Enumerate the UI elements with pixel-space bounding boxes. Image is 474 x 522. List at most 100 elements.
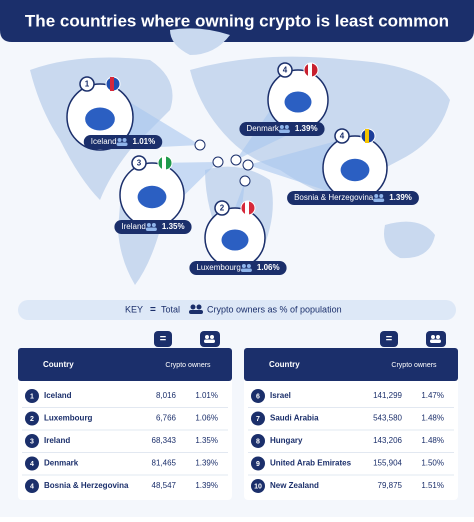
rank: 2	[220, 204, 225, 213]
total: 79,875	[378, 481, 403, 490]
people-icon	[278, 129, 290, 133]
total: 8,016	[156, 391, 177, 400]
people-icon	[373, 198, 385, 202]
equals-icon: =	[150, 305, 156, 316]
flag	[110, 77, 114, 91]
total: 6,766	[156, 414, 177, 423]
rank-badge	[214, 200, 230, 216]
people-icon	[279, 125, 284, 129]
rank: 8	[256, 438, 260, 445]
rank: 2	[30, 416, 34, 423]
percent: 1.48%	[421, 436, 444, 445]
key-owners: Crypto owners as % of population	[207, 304, 342, 314]
icon-owners	[200, 331, 220, 347]
callout-percent: 1.06%	[257, 263, 280, 272]
callout-pill	[239, 122, 325, 136]
column-header: Country	[269, 360, 300, 369]
percent: 1.48%	[421, 414, 444, 423]
people-icon	[430, 339, 441, 343]
country: Saudi Arabia	[270, 414, 319, 423]
country-shape	[137, 185, 167, 209]
percent: 1.50%	[421, 459, 444, 468]
people-icon	[122, 138, 127, 142]
total: 155,904	[373, 459, 402, 468]
column-header: Country	[43, 360, 74, 369]
rank: 9	[256, 461, 260, 468]
people-icon	[204, 339, 215, 343]
flag	[162, 156, 166, 170]
country: Denmark	[44, 459, 79, 468]
map-point	[194, 139, 206, 151]
rank: 6	[256, 393, 260, 400]
rank: 1	[30, 393, 34, 400]
title-bar	[0, 0, 474, 42]
callout-percent: 1.39%	[295, 124, 318, 133]
rank: 3	[30, 438, 34, 445]
country-shape	[340, 158, 370, 182]
callout-country: Ireland	[121, 222, 145, 231]
callout-percent: 1.01%	[133, 137, 156, 146]
title: The countries where owning crypto is lea…	[25, 11, 449, 30]
callout-pill	[287, 191, 419, 205]
people-icon	[374, 194, 379, 198]
rank: 4	[283, 66, 288, 75]
key-total: Total	[161, 304, 180, 314]
callout-percent: 1.39%	[389, 193, 412, 202]
rank-circle	[251, 479, 265, 493]
people-icon	[151, 223, 156, 227]
country: Ireland	[44, 436, 70, 445]
rank: 1	[85, 80, 90, 89]
key-background	[18, 300, 456, 320]
rank-circle	[25, 389, 39, 403]
country-shape	[284, 91, 312, 113]
callout: 4 Denmark 1.39%	[239, 62, 329, 136]
rank-circle	[25, 434, 39, 448]
rank-circle	[251, 389, 265, 403]
callout-percent: 1.35%	[162, 222, 185, 231]
country: Israel	[270, 391, 291, 400]
callout: 3 Ireland 1.35%	[114, 155, 192, 234]
people-icon	[246, 264, 251, 268]
people-icon	[431, 335, 435, 339]
icon-equals: =	[160, 333, 166, 345]
callout-pill	[83, 135, 163, 149]
total: 141,299	[373, 391, 402, 400]
rank: 4	[340, 132, 345, 141]
rank: 4	[30, 461, 34, 468]
flag	[245, 201, 249, 215]
rank-circle	[251, 434, 265, 448]
map-point	[242, 159, 254, 171]
table-header	[18, 348, 232, 381]
rank: 10	[254, 483, 262, 490]
callout-pill	[189, 261, 287, 275]
callout-country: Iceland	[91, 137, 117, 146]
flag	[365, 129, 369, 143]
callout-country: Denmark	[246, 124, 279, 133]
rank-circle	[25, 479, 39, 493]
country-shape	[221, 229, 249, 251]
map-point	[212, 156, 224, 168]
rank: 3	[137, 159, 142, 168]
people-icon	[146, 223, 151, 227]
country: New Zealand	[270, 481, 319, 490]
column-header: Crypto owners	[391, 362, 437, 369]
country: United Arab Emirates	[270, 459, 352, 468]
percent: 1.01%	[195, 391, 218, 400]
people-icon	[205, 335, 209, 339]
column-header: Crypto owners	[165, 362, 211, 369]
total: 143,206	[373, 436, 402, 445]
people-icon	[116, 142, 128, 146]
key-bar: KEY = Total Crypto owners as % of popula…	[18, 300, 456, 320]
callout: 4 Bosnia & Herzegovina 1.39%	[287, 128, 419, 205]
icon-owners	[426, 331, 446, 347]
map-point	[239, 175, 251, 187]
percent: 1.39%	[195, 459, 218, 468]
country-shape	[85, 107, 115, 131]
country: Hungary	[270, 436, 303, 445]
icon-total	[154, 331, 172, 347]
callout: 1 Iceland 1.01%	[66, 76, 163, 151]
rank-circle	[25, 411, 39, 426]
rank-circle	[25, 456, 39, 471]
icon-equals: =	[386, 333, 392, 345]
